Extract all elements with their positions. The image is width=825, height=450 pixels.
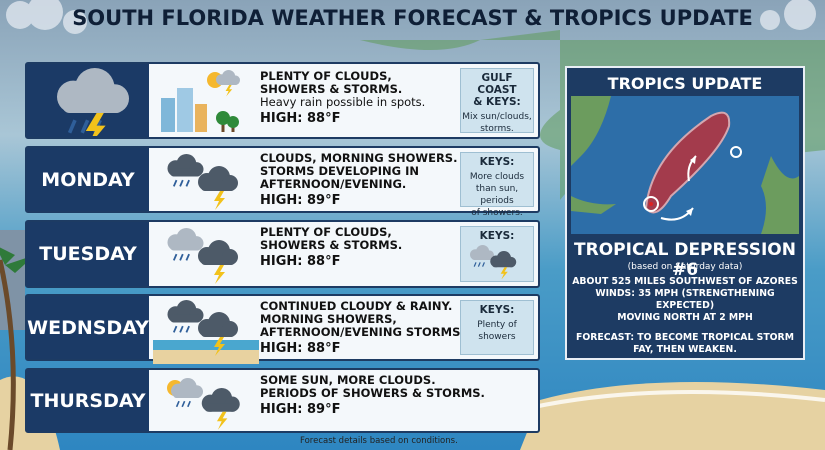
forecast-row: THURSDAY SOME SUN, MORE CLOUDS. PERIODS O… — [25, 368, 540, 433]
high-temp: HIGH: 88°F — [260, 341, 341, 356]
day-block: WEDNSDAY — [27, 296, 149, 359]
forecast-line: FAY, THEN WEAKEN. — [633, 344, 737, 355]
summary-line: MORNING SHOWERS, — [260, 312, 397, 326]
forecast-line: FORECAST: TO BECOME TROPICAL STORM — [576, 332, 794, 343]
summary-line: SHOWERS & STORMS. — [260, 82, 403, 96]
keys-title: KEYS: — [461, 230, 533, 242]
keys-title-line: KEYS: — [479, 230, 515, 242]
keys-box: GULF COAST & KEYS: Mix sun/clouds, storms. — [460, 68, 534, 135]
summary-line: PLENTY OF CLOUDS, — [260, 69, 392, 83]
storm-details: ABOUT 525 MILES SOUTHWEST OF AZORES WINDS… — [567, 276, 803, 356]
keys-text-line: Mix sun/clouds, — [462, 112, 532, 122]
high-temp: HIGH: 89°F — [260, 402, 341, 417]
detail-note: Heavy rain possible in spots. — [260, 95, 426, 109]
high-temp: HIGH: 89°F — [260, 193, 341, 208]
keys-title-line: GULF COAST — [477, 72, 517, 96]
keys-text: More clouds than sun, periods of showers. — [461, 171, 533, 219]
day-block — [27, 64, 149, 137]
day-block: MONDAY — [27, 148, 149, 211]
keys-title: KEYS: — [461, 156, 533, 168]
keys-icon-art — [470, 245, 517, 280]
keys-text: Mix sun/clouds, storms. — [461, 111, 533, 135]
forecast-row: PLENTY OF CLOUDS, SHOWERS & STORMS. Heavy … — [25, 62, 540, 139]
weather-icon — [153, 226, 259, 294]
high-temp: HIGH: 88°F — [260, 254, 341, 269]
forecast-text: SOME SUN, MORE CLOUDS. PERIODS OF SHOWERS… — [260, 373, 485, 417]
high-temp: HIGH: 88°F — [260, 111, 341, 126]
tropics-panel: TROPICS UPDATE TROPICAL DEPRESSION #6 (b… — [565, 66, 805, 360]
icon-art — [153, 300, 259, 366]
forecast-text: PLENTY OF CLOUDS, SHOWERS & STORMS. Heavy … — [260, 69, 426, 126]
keys-text-line: than sun, periods — [475, 184, 519, 206]
weather-icon — [153, 374, 259, 442]
weather-icon — [153, 68, 259, 138]
keys-box: KEYS: More clouds than sun, periods of show… — [460, 152, 534, 218]
detail-line: WINDS: 35 MPH (STRENGTHENING EXPECTED) — [595, 288, 775, 311]
keys-text-line: storms. — [480, 124, 514, 134]
summary-line: STORMS DEVELOPING IN — [260, 164, 420, 178]
summary-line: SOME SUN, MORE CLOUDS. — [260, 373, 436, 387]
keys-title: KEYS: — [461, 304, 533, 316]
keys-box: KEYS: — [460, 226, 534, 282]
keys-text-line: showers — [478, 332, 516, 342]
detail-line: MOVING NORTH AT 2 MPH — [617, 312, 753, 323]
forecast-row: WEDNSDAY CONTINUED CLOUDY & RAINY. MORNIN… — [25, 294, 540, 366]
weather-icon — [153, 152, 259, 220]
keys-text-line: More clouds — [469, 172, 525, 182]
icon-art — [161, 70, 240, 138]
storm-icon — [57, 67, 129, 136]
summary-line: PLENTY OF CLOUDS, — [260, 225, 392, 239]
keys-text-line: of showers. — [471, 208, 523, 218]
keys-title: GULF COAST & KEYS: — [461, 72, 533, 108]
icon-art — [167, 228, 238, 284]
weather-icon — [153, 300, 259, 368]
storm-name: TROPICAL DEPRESSION #6 — [574, 240, 796, 280]
day-block: THURSDAY — [27, 370, 149, 431]
footer-note: Forecast details based on conditions. — [300, 436, 458, 446]
spacer — [567, 324, 803, 332]
detail-line: ABOUT 525 MILES SOUTHWEST OF AZORES — [572, 276, 798, 287]
tropics-title: TROPICS UPDATE — [607, 74, 763, 93]
keys-title-line: & KEYS: — [473, 96, 521, 108]
title: SOUTH FLORIDA WEATHER FORECAST & TROPICS… — [72, 6, 753, 30]
keys-box: KEYS: Plenty of showers — [460, 300, 534, 355]
keys-text-line: Plenty of — [477, 320, 517, 330]
summary-line: CLOUDS, MORNING SHOWERS. — [260, 151, 458, 165]
summary-line: CONTINUED CLOUDY & RAINY. — [260, 299, 453, 313]
icon-art — [167, 378, 240, 430]
keys-icon — [461, 245, 533, 282]
icon-art — [167, 154, 238, 210]
forecast-row: MONDAY CLOUDS, MORNING SHOWERS. STORMS DE… — [25, 146, 540, 218]
keys-title-line: KEYS: — [479, 304, 515, 316]
tropics-map — [571, 96, 799, 234]
keys-title-line: KEYS: — [479, 156, 515, 168]
forecast-row: TUESDAY PLENTY OF CLOUDS, SHOWERS & STORM… — [25, 220, 540, 288]
summary-line: PERIODS OF SHOWERS & STORMS. — [260, 386, 485, 400]
forecast-text: CONTINUED CLOUDY & RAINY. MORNING SHOWERS… — [260, 299, 465, 356]
day-block: TUESDAY — [27, 222, 149, 286]
forecast-text: PLENTY OF CLOUDS, SHOWERS & STORMS. HIGH: … — [260, 225, 403, 269]
forecast-text: CLOUDS, MORNING SHOWERS. STORMS DEVELOPIN… — [260, 151, 458, 208]
summary-line: SHOWERS & STORMS. — [260, 238, 403, 252]
summary-line: AFTERNOON/EVENING. — [260, 177, 407, 191]
summary-line: AFTERNOON/EVENING STORMS. — [260, 325, 465, 339]
keys-text: Plenty of showers — [461, 319, 533, 343]
storm-subtitle: (based on Saturday data) — [627, 262, 743, 272]
